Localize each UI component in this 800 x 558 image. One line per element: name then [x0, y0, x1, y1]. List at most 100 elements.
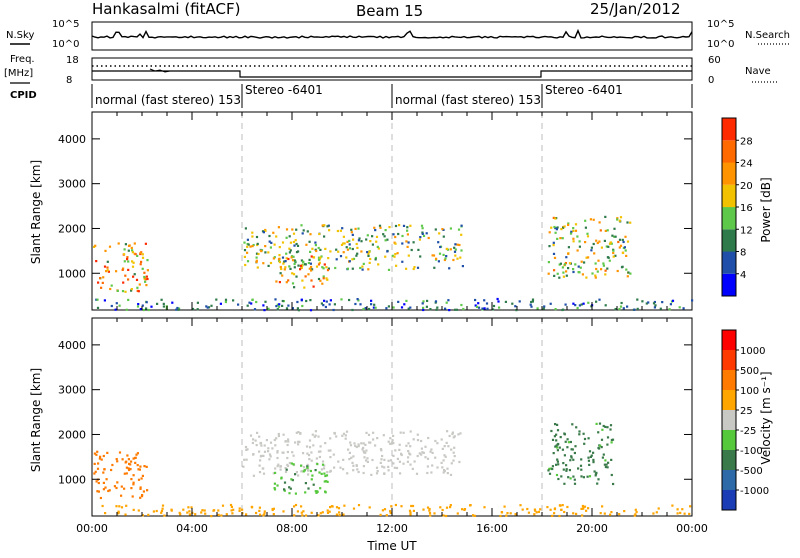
data-cell: [428, 511, 432, 515]
data-cell: [300, 505, 303, 508]
data-cell: [405, 240, 408, 243]
data-cell: [371, 235, 374, 238]
data-cell: [407, 307, 410, 310]
data-cell: [130, 289, 133, 292]
data-cell: [250, 302, 253, 305]
data-cell: [348, 260, 351, 263]
data-cell: [245, 448, 248, 451]
data-cell: [409, 430, 412, 433]
data-cell: [570, 448, 573, 451]
data-cell: [412, 267, 415, 271]
data-cell: [274, 471, 277, 474]
data-cell: [317, 258, 321, 261]
data-cell: [374, 306, 377, 309]
data-cell: [345, 256, 348, 259]
data-cell: [108, 489, 111, 492]
data-cell: [101, 281, 104, 284]
data-cell: [130, 246, 133, 249]
data-cell: [259, 442, 262, 445]
data-cell: [139, 496, 142, 499]
data-cell: [421, 232, 424, 235]
data-cell: [598, 240, 601, 243]
data-cell: [238, 507, 241, 510]
data-cell: [98, 457, 101, 460]
data-cell: [357, 239, 360, 242]
data-cell: [406, 460, 409, 463]
data-cell: [97, 281, 100, 284]
data-cell: [295, 228, 298, 231]
data-cell: [376, 245, 379, 248]
colorbar-swatch: [722, 410, 736, 430]
data-cell: [582, 302, 585, 305]
data-cell: [574, 304, 577, 307]
colorbar-swatch: [722, 370, 736, 390]
data-cell: [393, 466, 396, 469]
data-cell: [688, 512, 691, 515]
data-cell: [310, 265, 313, 269]
data-cell: [244, 445, 248, 449]
data-cell: [258, 506, 261, 509]
data-cell: [398, 443, 401, 446]
data-cell: [432, 254, 436, 257]
data-cell: [263, 512, 266, 515]
data-cell: [346, 240, 349, 243]
data-cell: [629, 221, 632, 224]
data-cell: [318, 455, 321, 459]
data-cell: [469, 504, 472, 507]
data-cell: [365, 238, 368, 241]
data-cell: [485, 302, 489, 305]
data-cell: [131, 495, 134, 498]
data-cell: [322, 267, 325, 270]
data-cell: [362, 465, 365, 468]
data-cell: [559, 436, 562, 439]
data-cell: [306, 452, 309, 455]
data-cell: [590, 246, 593, 249]
data-cell: [288, 251, 291, 254]
data-cell: [311, 268, 314, 271]
data-cell: [659, 307, 662, 310]
data-cell: [567, 267, 570, 270]
data-cell: [95, 480, 98, 483]
noise-right-tick-top: 10^5: [707, 19, 734, 30]
data-cell: [124, 290, 127, 293]
data-cell: [310, 451, 313, 454]
data-cell: [634, 508, 637, 511]
data-cell: [277, 432, 280, 436]
data-cell: [442, 459, 445, 462]
data-cell: [552, 244, 555, 247]
data-cell: [614, 308, 617, 311]
data-cell: [255, 300, 258, 304]
data-cell: [400, 453, 403, 457]
data-cell: [561, 504, 564, 507]
data-cell: [333, 432, 336, 435]
data-cell: [454, 243, 457, 246]
data-cell: [401, 234, 404, 238]
data-cell: [102, 488, 105, 491]
data-cell: [367, 254, 370, 257]
data-cell: [307, 469, 310, 472]
data-cell: [364, 443, 367, 446]
data-cell: [402, 431, 405, 434]
data-cell: [395, 466, 399, 470]
data-cell: [282, 433, 285, 436]
data-cell: [682, 307, 685, 310]
data-cell: [143, 275, 146, 279]
colorbar-tick-label: 16: [740, 203, 753, 214]
data-cell: [262, 304, 265, 307]
data-cell: [299, 264, 302, 267]
data-cell: [442, 235, 445, 238]
data-cell: [285, 257, 288, 260]
data-cell: [406, 226, 409, 229]
data-cell: [606, 267, 609, 270]
data-cell: [246, 448, 249, 451]
data-cell: [269, 441, 273, 444]
data-cell: [452, 258, 455, 262]
data-cell: [445, 441, 448, 444]
data-cell: [453, 455, 456, 458]
data-cell: [441, 447, 444, 450]
data-cell: [571, 448, 574, 451]
data-cell: [586, 232, 589, 235]
data-cell: [351, 233, 354, 236]
data-cell: [338, 511, 341, 514]
data-cell: [616, 218, 619, 221]
